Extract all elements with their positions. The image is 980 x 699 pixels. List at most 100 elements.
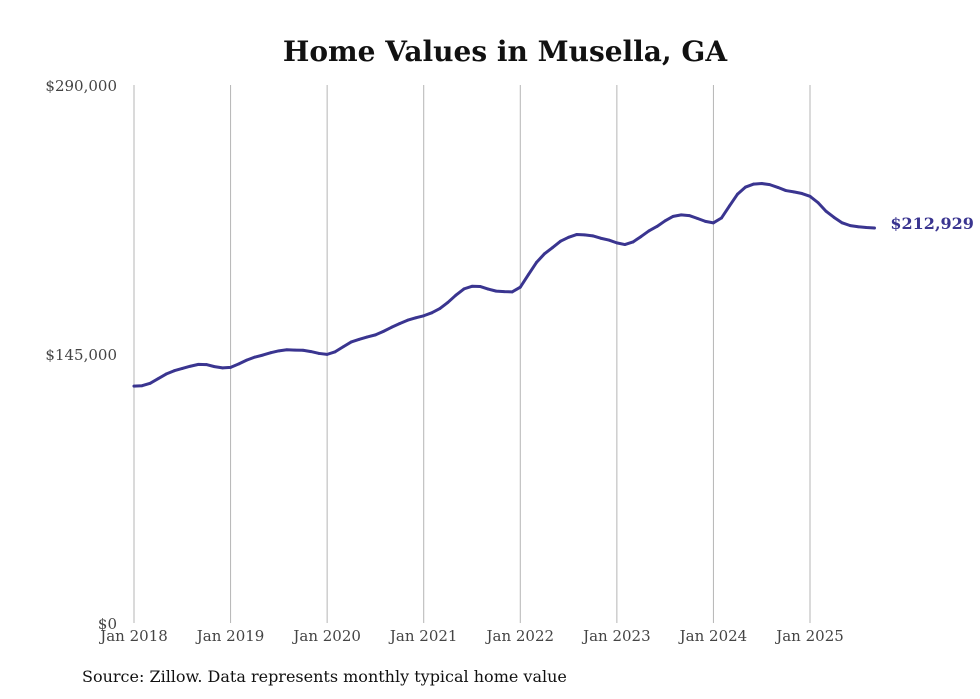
data-point — [341, 345, 345, 349]
data-point — [148, 381, 152, 385]
data-point — [164, 372, 168, 376]
x-tick-label: Jan 2019 — [195, 627, 265, 645]
gridlines — [133, 85, 811, 623]
data-point — [526, 273, 530, 277]
data-point — [366, 335, 369, 339]
data-point — [253, 355, 257, 359]
data-point — [647, 229, 651, 233]
data-point — [277, 349, 281, 353]
data-point — [744, 185, 747, 189]
data-point — [768, 183, 772, 187]
data-point — [518, 285, 522, 289]
data-point — [856, 225, 860, 229]
series-group: $212,929 — [132, 182, 974, 388]
data-point — [374, 333, 377, 337]
data-point — [663, 219, 667, 223]
data-point — [382, 329, 385, 333]
data-point — [213, 365, 216, 369]
data-point — [655, 224, 659, 228]
data-point — [438, 307, 442, 310]
data-point — [615, 241, 619, 245]
data-point — [197, 362, 200, 366]
data-point — [687, 214, 691, 218]
series-points — [132, 182, 876, 388]
data-point — [454, 293, 458, 297]
data-point — [623, 243, 627, 246]
data-point — [736, 192, 739, 196]
data-point — [462, 287, 466, 291]
data-point — [704, 219, 707, 223]
data-point — [792, 190, 796, 194]
data-point — [712, 221, 715, 225]
data-point — [293, 348, 297, 352]
data-point — [848, 224, 852, 228]
data-point — [172, 369, 176, 373]
data-point — [575, 233, 578, 236]
data-point — [140, 384, 144, 388]
data-point — [864, 226, 868, 229]
data-point — [414, 316, 418, 320]
data-point — [695, 216, 699, 220]
data-point — [406, 318, 409, 322]
data-point — [156, 377, 160, 381]
x-tick-label: Jan 2021 — [388, 627, 458, 645]
data-point — [784, 189, 788, 192]
data-point — [728, 204, 731, 208]
data-point — [333, 350, 337, 354]
data-point — [599, 236, 603, 240]
data-point — [205, 363, 208, 366]
data-point — [132, 384, 136, 388]
data-point — [317, 352, 321, 355]
data-point — [398, 322, 401, 325]
x-tick-label: Jan 2022 — [485, 627, 555, 645]
x-axis-ticks: Jan 2018 Jan 2019 Jan 2020 Jan 2021 Jan 2022… — [98, 627, 844, 645]
data-point — [221, 366, 224, 370]
series-line — [132, 182, 876, 388]
data-point — [873, 226, 876, 230]
data-point — [824, 209, 828, 213]
data-point — [478, 285, 482, 288]
data-point — [502, 290, 506, 294]
x-tick-label: Jan 2023 — [581, 627, 651, 645]
data-point — [607, 238, 611, 242]
source-note: Source: Zillow. Data represents monthly … — [82, 667, 567, 686]
data-point — [470, 284, 474, 288]
data-point — [639, 235, 643, 238]
data-point — [591, 234, 595, 238]
data-point — [840, 221, 844, 225]
data-point — [543, 252, 546, 256]
data-point — [422, 314, 426, 318]
data-point — [237, 362, 240, 366]
data-point — [309, 350, 313, 353]
x-tick-label: Jan 2025 — [774, 627, 844, 645]
data-point — [808, 194, 812, 198]
data-point — [325, 352, 329, 356]
data-point — [816, 201, 820, 205]
data-point — [832, 216, 836, 219]
end-value-label: $212,929 — [890, 214, 974, 233]
data-point — [486, 287, 490, 291]
y-axis-ticks: $0 $145,000 $290,000 — [45, 77, 117, 633]
data-point — [229, 365, 232, 369]
data-point — [390, 325, 393, 329]
data-point — [349, 340, 353, 344]
y-tick-label: $290,000 — [45, 77, 117, 95]
data-point — [301, 348, 305, 352]
data-point — [180, 367, 184, 370]
data-point — [535, 261, 538, 264]
data-point — [188, 364, 192, 368]
data-point — [510, 290, 514, 294]
chart-title: Home Values in Musella, GA — [283, 35, 728, 68]
data-point — [720, 216, 723, 220]
x-tick-label: Jan 2024 — [678, 627, 748, 645]
data-point — [285, 348, 289, 352]
data-point — [430, 311, 434, 315]
data-point — [776, 186, 780, 189]
data-point — [357, 337, 361, 341]
x-tick-label: Jan 2020 — [291, 627, 361, 645]
data-point — [631, 240, 635, 244]
x-tick-label: Jan 2018 — [98, 627, 168, 645]
data-point — [494, 289, 498, 293]
data-point — [559, 239, 562, 243]
